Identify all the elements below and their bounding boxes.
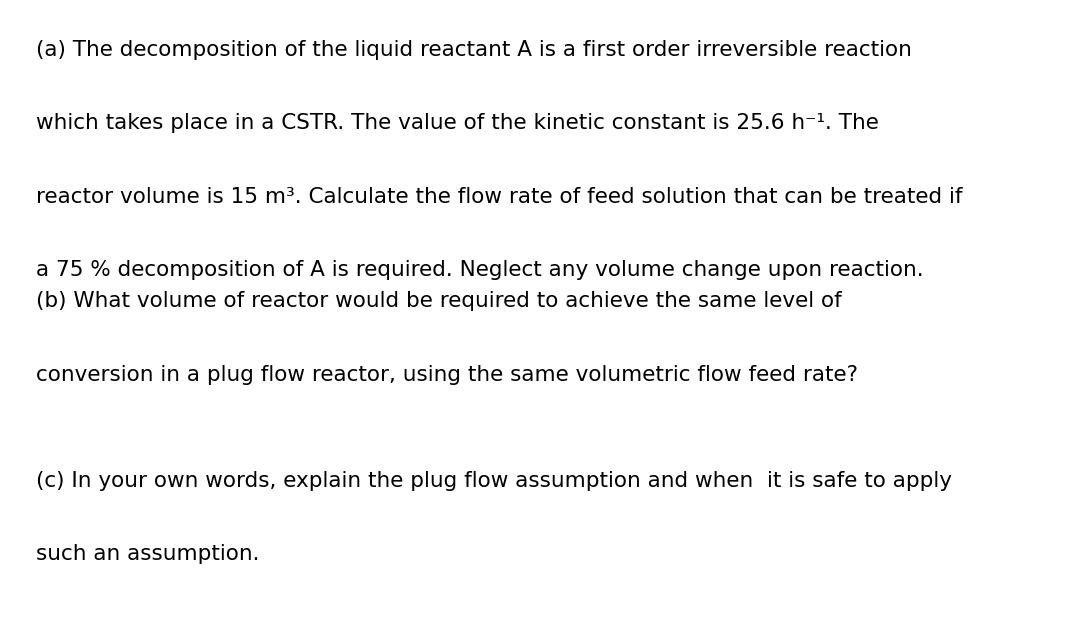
Text: (c) In your own words, explain the plug flow assumption and when  it is safe to : (c) In your own words, explain the plug … xyxy=(36,471,951,491)
Text: reactor volume is 15 m³. Calculate the flow rate of feed solution that can be tr: reactor volume is 15 m³. Calculate the f… xyxy=(36,187,962,206)
Text: such an assumption.: such an assumption. xyxy=(36,544,259,564)
Text: a 75 % decomposition of A is required. Neglect any volume change upon reaction.: a 75 % decomposition of A is required. N… xyxy=(36,260,923,280)
Text: conversion in a plug flow reactor, using the same volumetric flow feed rate?: conversion in a plug flow reactor, using… xyxy=(36,365,858,384)
Text: (a) The decomposition of the liquid reactant A is a first order irreversible rea: (a) The decomposition of the liquid reac… xyxy=(36,40,911,60)
Text: which takes place in a CSTR. The value of the kinetic constant is 25.6 h⁻¹. The: which takes place in a CSTR. The value o… xyxy=(36,113,878,133)
Text: (b) What volume of reactor would be required to achieve the same level of: (b) What volume of reactor would be requ… xyxy=(36,291,841,311)
